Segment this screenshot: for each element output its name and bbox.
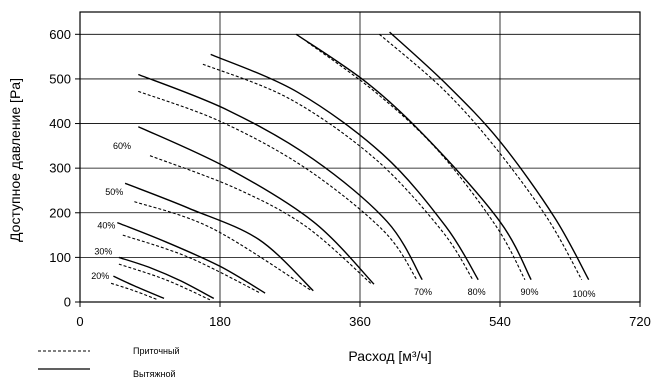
exhaust-curve bbox=[389, 31, 590, 281]
exhaust-curve bbox=[124, 182, 314, 292]
exhaust-curve bbox=[295, 33, 532, 281]
y-tick-label: 200 bbox=[49, 205, 71, 220]
x-tick-label: 360 bbox=[349, 314, 371, 329]
supply-curve bbox=[118, 263, 211, 301]
grid bbox=[80, 12, 640, 302]
y-tick-label: 100 bbox=[49, 250, 71, 265]
speed-label: 40% bbox=[97, 220, 115, 230]
exhaust-curve bbox=[117, 221, 266, 294]
supply-curve bbox=[138, 90, 418, 281]
supply-curve bbox=[149, 155, 373, 285]
exhaust-curve bbox=[210, 53, 479, 281]
x-tick-label: 0 bbox=[76, 314, 83, 329]
y-tick-label: 0 bbox=[64, 295, 71, 310]
speed-label: 60% bbox=[113, 141, 131, 151]
speed-label: 80% bbox=[468, 287, 486, 297]
y-tick-label: 600 bbox=[49, 27, 71, 42]
y-axis-title: Доступное давление [Pa] bbox=[7, 78, 23, 242]
speed-label: 100% bbox=[572, 289, 595, 299]
y-tick-label: 500 bbox=[49, 71, 71, 86]
speed-label: 20% bbox=[91, 271, 109, 281]
legend-label-supply: Приточный bbox=[133, 346, 180, 356]
curve-labels: 20% 30% 40% 50% 60% 70% 80% 90% 100% bbox=[91, 141, 595, 299]
speed-label: 90% bbox=[521, 287, 539, 297]
speed-label: 70% bbox=[414, 287, 432, 297]
y-axis-ticks: 0 100 200 300 400 500 600 bbox=[49, 27, 80, 310]
y-tick-label: 400 bbox=[49, 116, 71, 131]
supply-curve bbox=[110, 282, 158, 301]
legend-label-exhaust: Вытяжной bbox=[133, 369, 176, 379]
speed-label: 30% bbox=[94, 247, 112, 257]
x-tick-label: 540 bbox=[489, 314, 511, 329]
exhaust-curve bbox=[138, 73, 423, 281]
supply-curve bbox=[202, 63, 474, 280]
supply-curve bbox=[306, 41, 526, 280]
supply-curve bbox=[122, 234, 261, 294]
supply-curve bbox=[379, 33, 583, 280]
legend: Приточный Вытяжной bbox=[38, 346, 180, 379]
supply-curve bbox=[134, 201, 313, 292]
y-tick-label: 300 bbox=[49, 161, 71, 176]
curves bbox=[110, 31, 590, 301]
x-tick-label: 720 bbox=[629, 314, 651, 329]
x-axis-ticks: 0 180 360 540 720 bbox=[76, 302, 651, 329]
exhaust-curve bbox=[138, 126, 375, 285]
x-tick-label: 180 bbox=[209, 314, 231, 329]
x-axis-title: Расход [м³/ч] bbox=[348, 348, 431, 364]
exhaust-curve bbox=[118, 256, 215, 300]
speed-label: 50% bbox=[105, 187, 123, 197]
exhaust-curve bbox=[113, 275, 165, 300]
